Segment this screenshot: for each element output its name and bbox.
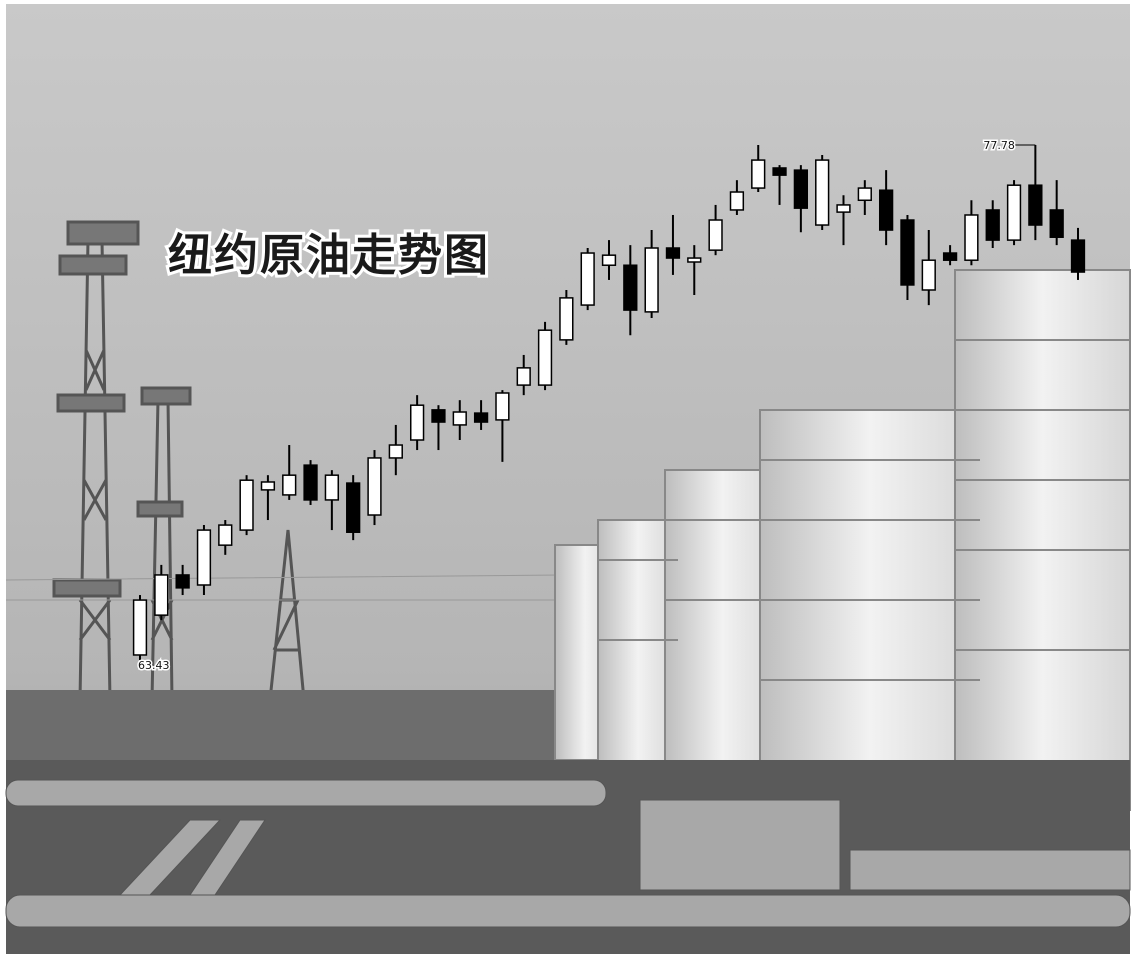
candle-body bbox=[367, 457, 382, 516]
candle-body bbox=[1070, 239, 1086, 273]
candle-body bbox=[324, 474, 340, 501]
candle-body bbox=[473, 412, 489, 423]
candle-body bbox=[1028, 184, 1043, 226]
candle-body bbox=[1006, 184, 1022, 241]
tanks bbox=[554, 269, 1131, 811]
candle-body bbox=[388, 444, 403, 459]
candle-body bbox=[239, 479, 254, 531]
candle-body bbox=[964, 214, 979, 261]
chart-title: 纽约原油走势图 bbox=[168, 230, 490, 281]
pipes bbox=[5, 779, 1131, 928]
candle-body bbox=[857, 187, 872, 202]
candle-body bbox=[942, 252, 958, 261]
candle-body bbox=[516, 367, 531, 386]
candle-body bbox=[452, 411, 467, 426]
candle-body bbox=[431, 409, 446, 423]
candle-body bbox=[815, 159, 830, 226]
candle-body bbox=[772, 167, 787, 176]
candle-body bbox=[985, 209, 1000, 241]
candle-body bbox=[196, 529, 212, 586]
candle-body bbox=[132, 599, 148, 656]
candles: 63.43 77.78 bbox=[132, 138, 1086, 674]
candle-body bbox=[836, 204, 851, 213]
candle-body bbox=[644, 247, 659, 313]
candle-body bbox=[559, 297, 574, 341]
candle-body bbox=[729, 191, 745, 211]
candle-body bbox=[793, 169, 809, 209]
candle-body bbox=[346, 482, 361, 533]
candle-body bbox=[900, 219, 915, 286]
candle-body bbox=[175, 574, 190, 589]
candle-body bbox=[623, 264, 638, 311]
candle-body bbox=[878, 189, 894, 231]
candle-body bbox=[687, 257, 702, 263]
far-buildings bbox=[6, 690, 566, 770]
background-photo bbox=[5, 4, 1131, 954]
candle-body bbox=[303, 464, 318, 501]
candle-body bbox=[218, 524, 233, 546]
candle-body bbox=[751, 159, 766, 189]
annotation: 77.78 bbox=[983, 139, 1015, 152]
candle-body bbox=[409, 404, 425, 441]
candle-body bbox=[1049, 209, 1064, 238]
candle-body bbox=[601, 254, 617, 266]
towers bbox=[5, 220, 561, 701]
candle-body bbox=[665, 247, 681, 259]
annotation: 63.43 bbox=[138, 659, 170, 672]
candle-body bbox=[708, 219, 723, 251]
candle-body bbox=[537, 329, 553, 386]
candle-body bbox=[580, 252, 595, 306]
candle-body bbox=[154, 574, 169, 616]
candle-body bbox=[921, 259, 936, 291]
candle-body bbox=[282, 474, 297, 496]
candle-body bbox=[495, 392, 510, 421]
candle-body bbox=[260, 481, 276, 491]
